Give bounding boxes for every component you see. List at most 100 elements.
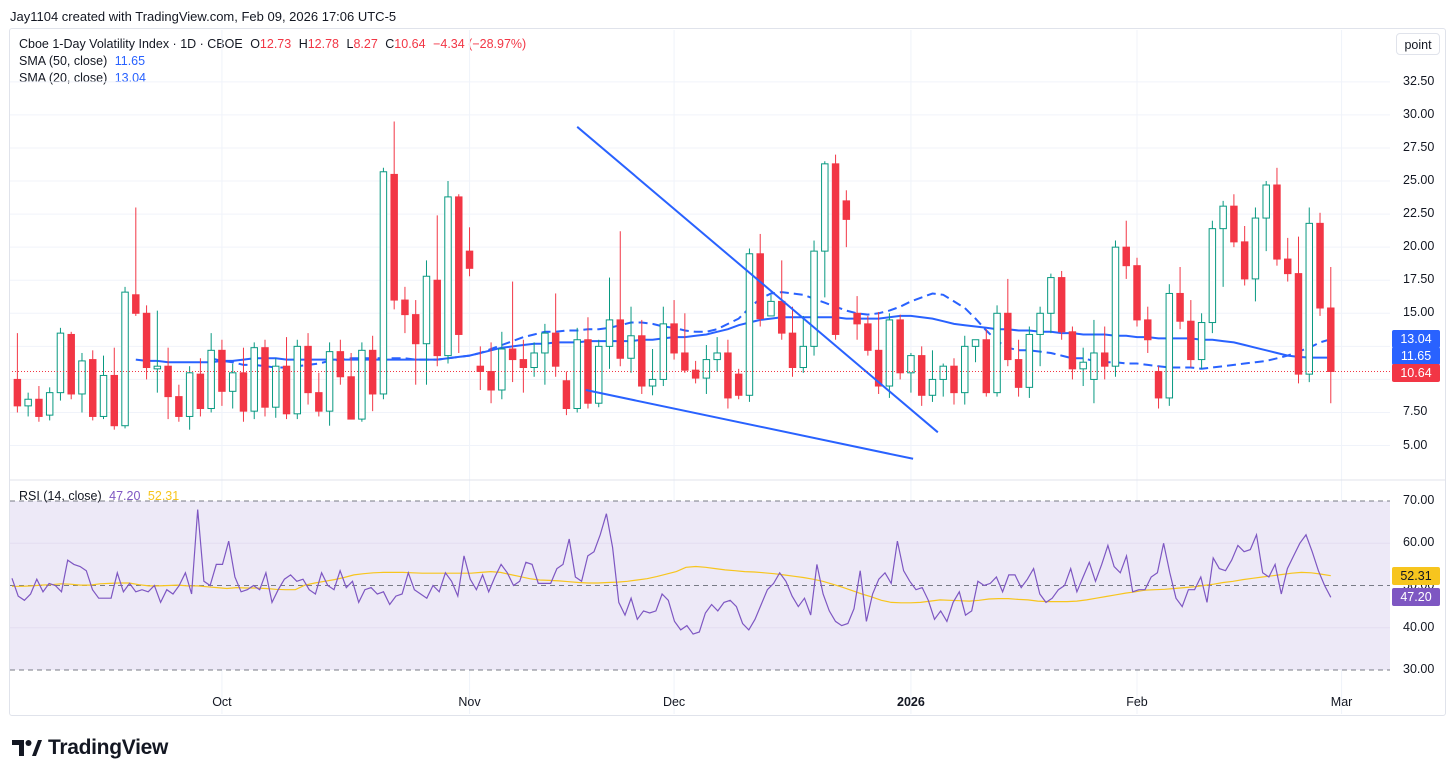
candle[interactable] [551,332,560,367]
candle[interactable] [842,200,851,220]
upper-trendline[interactable] [576,126,939,434]
candle[interactable] [1111,246,1120,367]
candle[interactable] [487,370,495,391]
candle[interactable] [1004,312,1012,361]
candle[interactable] [853,312,861,325]
sma50-legend[interactable]: SMA (50, close) 11.65 [19,54,149,68]
candle[interactable] [142,312,151,369]
candle[interactable] [336,351,345,378]
candle[interactable] [734,373,743,396]
candle[interactable] [1316,222,1324,309]
candle[interactable] [35,398,43,417]
candle[interactable] [444,196,452,357]
candle[interactable] [218,349,226,392]
candle[interactable] [594,345,603,404]
candle[interactable] [950,365,958,394]
candle[interactable] [1090,352,1098,380]
candle[interactable] [971,339,980,347]
candle[interactable] [1036,312,1044,335]
candle[interactable] [164,365,172,398]
candle[interactable] [185,372,194,417]
candle[interactable] [821,163,829,252]
candle[interactable] [1133,265,1141,321]
candle[interactable] [110,374,119,427]
candle[interactable] [864,323,872,351]
candle[interactable] [745,253,754,396]
candle[interactable] [724,352,732,399]
candle[interactable] [422,275,431,345]
candle[interactable] [799,345,808,369]
candle[interactable] [282,365,291,415]
candle[interactable] [627,335,635,359]
candle[interactable] [465,250,474,269]
candle[interactable] [1025,333,1034,388]
candle[interactable] [788,332,797,369]
candle[interactable] [1294,273,1303,375]
candle[interactable] [347,376,355,420]
candle[interactable] [605,319,614,347]
candle[interactable] [228,372,237,392]
candle[interactable] [993,312,1001,394]
candle[interactable] [390,173,398,301]
candle[interactable] [939,365,947,380]
candle[interactable] [907,355,915,374]
candle[interactable] [1283,258,1292,275]
candle[interactable] [99,374,108,417]
candle[interactable] [1057,277,1066,333]
candle[interactable] [713,352,721,361]
candle[interactable] [767,300,775,317]
candle[interactable] [1273,184,1281,260]
candle[interactable] [78,360,86,395]
candle[interactable] [24,398,32,407]
candle[interactable] [315,392,323,412]
symbol-title[interactable]: Cboe 1-Day Volatility Index · 1D · CBOE [19,37,243,51]
candle[interactable] [928,378,937,396]
candle[interactable] [67,333,75,395]
candle[interactable] [756,253,764,320]
candle[interactable] [121,291,129,427]
candle[interactable] [325,351,334,412]
candle[interactable] [1262,184,1270,219]
candle[interactable] [455,196,463,335]
tradingview-logo[interactable]: TradingView [12,735,168,761]
candle[interactable] [896,319,904,374]
candle[interactable] [476,365,485,372]
sma20-line[interactable] [210,291,1332,370]
candle[interactable] [702,359,711,379]
candle[interactable] [638,335,646,387]
candle[interactable] [778,300,786,334]
candle[interactable] [498,348,506,391]
candle[interactable] [207,349,215,410]
candle[interactable] [691,369,700,379]
candle[interactable] [810,250,818,347]
candle[interactable] [1144,319,1152,341]
candle[interactable] [616,319,624,359]
candle[interactable] [132,294,140,314]
candle[interactable] [562,380,571,410]
candle[interactable] [659,323,668,380]
candle[interactable] [519,359,528,369]
candle[interactable] [272,365,280,408]
rsi-line[interactable] [11,509,1332,635]
scale-mode-button[interactable]: point [1396,33,1440,55]
candle[interactable] [196,373,205,410]
candle[interactable] [13,378,22,407]
candle[interactable] [1100,352,1109,367]
candle[interactable] [681,352,689,371]
candle[interactable] [1079,361,1087,370]
candle[interactable] [239,372,248,412]
candle[interactable] [1219,205,1227,230]
candle[interactable] [1197,322,1206,361]
candle[interactable] [89,359,97,417]
candle[interactable] [293,345,302,415]
candle[interactable] [670,323,678,354]
rsi-ma-line[interactable] [12,565,1331,604]
candle[interactable] [885,319,894,387]
candle[interactable] [917,355,926,396]
candle[interactable] [1154,370,1163,399]
candle[interactable] [433,279,441,357]
candle[interactable] [1014,359,1023,388]
candle[interactable] [1208,228,1217,324]
candle[interactable] [874,349,883,387]
